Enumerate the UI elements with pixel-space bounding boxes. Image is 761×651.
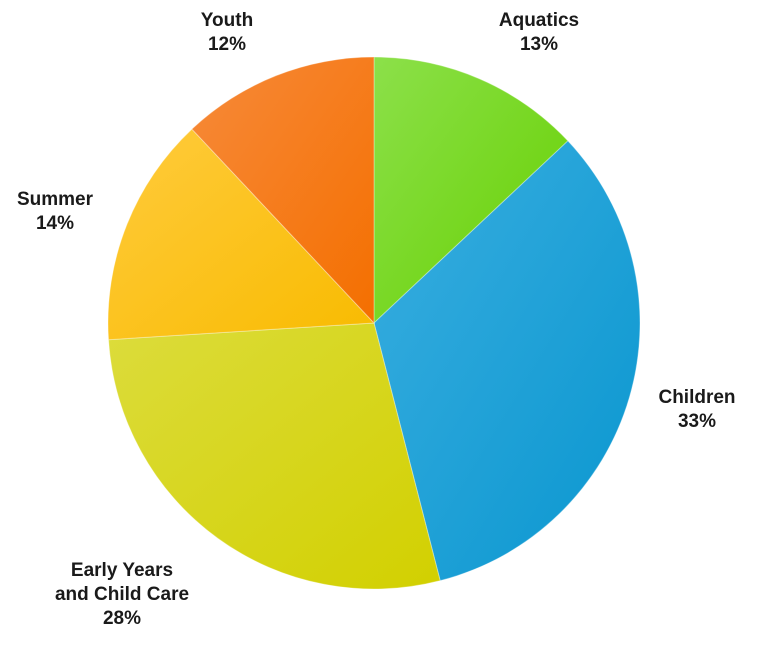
pie-category-label-early-years: and Child Care [55,584,189,605]
pie-slice-early-years [107,322,441,590]
pie-label-summer: Summer 14% [17,189,94,234]
pie-slices [107,56,641,590]
pie-value-label-summer: 14% [36,213,74,234]
pie-category-label-children: Children [658,387,735,408]
pie-labels: Aquatics 13% Children 33% Early Years and Chi… [17,10,736,629]
pie-label-youth: Youth 12% [201,10,253,55]
pie-value-label-youth: 12% [208,34,246,55]
pie-category-label-aquatics: Aquatics [499,10,579,31]
pie-category-label-early-years: Early Years [71,560,173,581]
pie-slice-aquatics [373,56,569,325]
pie-value-label-children: 33% [678,411,716,432]
pie-label-early-years: Early Years and Child Care 28% [55,560,189,629]
pie-category-label-youth: Youth [201,10,253,31]
pie-value-label-aquatics: 13% [520,34,558,55]
pie-label-aquatics: Aquatics 13% [499,10,579,55]
pie-slice-summer [107,128,376,341]
pie-value-label-early-years: 28% [103,608,141,629]
pie-slice-children [373,140,641,582]
pie-category-label-summer: Summer [17,189,94,210]
pie-label-children: Children 33% [658,387,735,432]
pie-slice-youth [191,56,375,325]
